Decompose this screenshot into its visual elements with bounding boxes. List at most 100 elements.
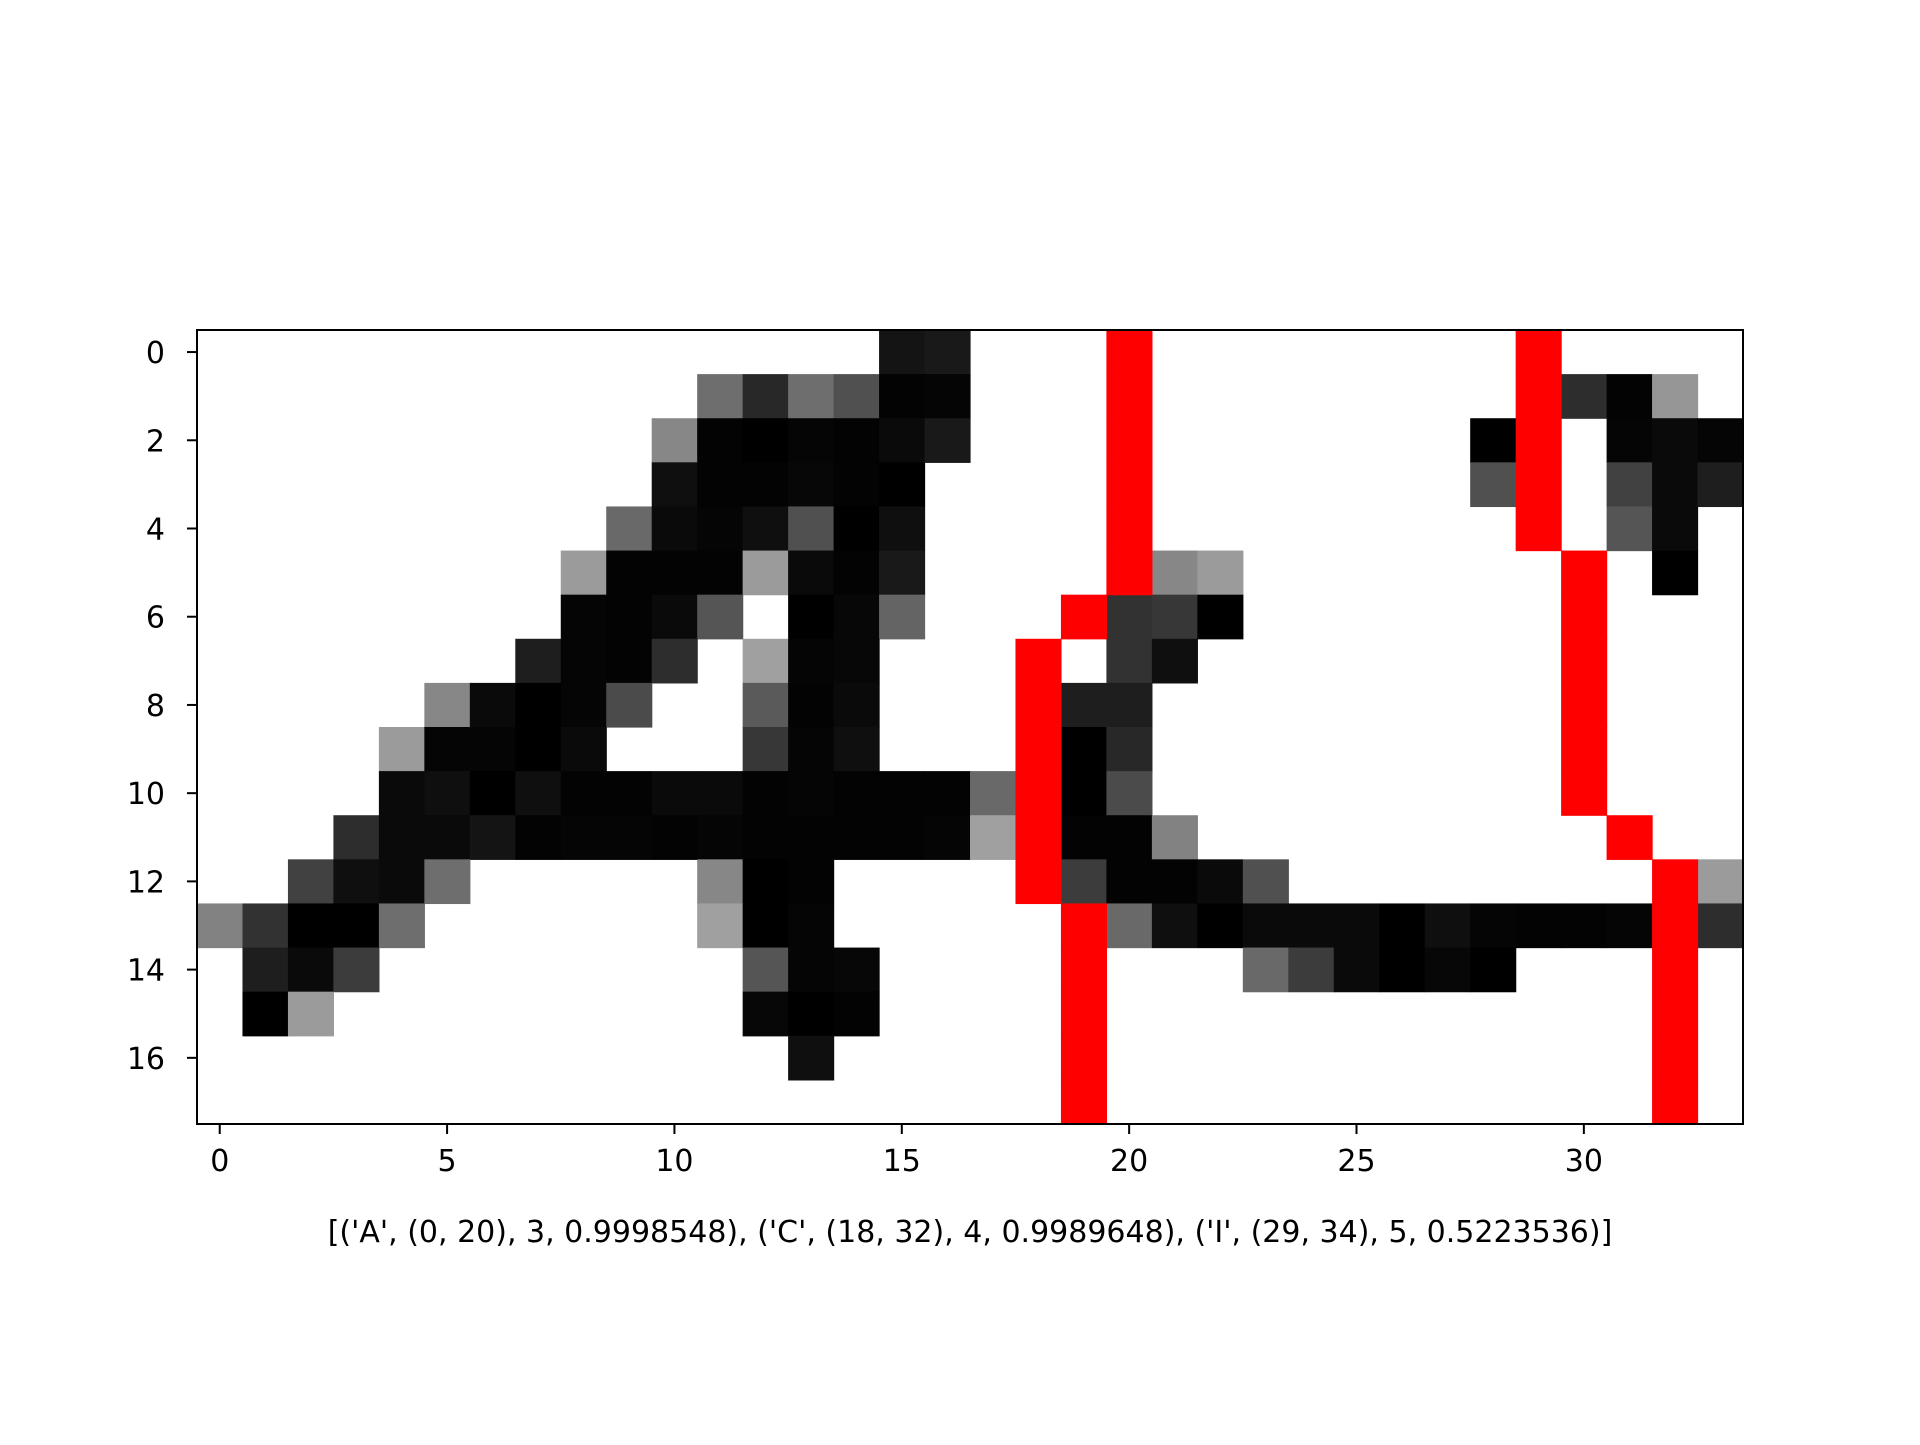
- heatmap-cell: [242, 947, 289, 993]
- heatmap-cell: [424, 727, 471, 772]
- overlay-cell: [1060, 991, 1108, 1037]
- heatmap-cell: [970, 771, 1017, 816]
- heatmap-cell: [1060, 727, 1108, 772]
- heatmap-cell: [924, 418, 971, 463]
- heatmap-cell: [879, 550, 926, 596]
- overlay-cell: [1106, 374, 1153, 419]
- heatmap-cell: [788, 594, 835, 640]
- heatmap-cell: [242, 903, 289, 949]
- heatmap-cell: [651, 638, 698, 684]
- heatmap-cell: [1606, 418, 1653, 463]
- heatmap-cell: [651, 462, 698, 508]
- overlay-cell: [1515, 330, 1562, 375]
- heatmap-cell: [1606, 462, 1653, 508]
- y-tick-label: 12: [127, 865, 165, 900]
- y-tick-label: 4: [146, 513, 165, 548]
- heatmap-cell: [1197, 550, 1244, 596]
- overlay-cell: [1060, 1035, 1108, 1081]
- heatmap-cell: [1060, 771, 1108, 816]
- heatmap-cell: [1106, 771, 1153, 816]
- heatmap-cell: [924, 330, 971, 375]
- heatmap-cell: [1697, 418, 1744, 463]
- overlay-cell: [1060, 903, 1108, 949]
- y-tick-label: 16: [127, 1042, 165, 1077]
- overlay-cell: [1606, 815, 1653, 860]
- heatmap-cell: [833, 594, 880, 640]
- y-axis-ticks: 0 2 4 6 8 10 12 14 16: [127, 336, 197, 1077]
- overlay-cell: [1515, 374, 1562, 419]
- x-tick-label: 25: [1337, 1144, 1375, 1179]
- heatmap-cell: [1606, 506, 1653, 552]
- heatmap-cell: [697, 594, 744, 640]
- x-tick-label: 10: [655, 1144, 693, 1179]
- overlay-cell: [1561, 727, 1608, 772]
- heatmap-cell: [788, 727, 835, 772]
- heatmap-cell: [1379, 947, 1426, 993]
- heatmap-cell: [742, 727, 789, 772]
- heatmap-cell: [1197, 903, 1244, 949]
- heatmap-cell: [378, 727, 425, 772]
- heatmap-cell: [742, 947, 789, 993]
- overlay-cell: [1652, 1035, 1699, 1081]
- heatmap-cell: [697, 418, 744, 463]
- heatmap-cell: [560, 638, 607, 684]
- heatmap-cell: [833, 506, 880, 552]
- heatmap-cell: [1106, 859, 1153, 905]
- x-tick-label: 30: [1565, 1144, 1603, 1179]
- heatmap-cell: [879, 418, 926, 463]
- heatmap-cell: [424, 771, 471, 816]
- heatmap-cell: [287, 991, 335, 1037]
- heatmap-cell: [606, 594, 653, 640]
- x-axis-ticks: 0 5 10 15 20 25 30: [210, 1124, 1603, 1179]
- heatmap-cells: [197, 330, 1744, 1081]
- heatmap-cell: [651, 594, 698, 640]
- heatmap-cell: [1060, 859, 1108, 905]
- heatmap-cell: [1242, 903, 1289, 949]
- heatmap-cell: [606, 550, 653, 596]
- heatmap-cell: [742, 550, 789, 596]
- heatmap-cell: [606, 815, 653, 860]
- y-tick-label: 8: [146, 689, 165, 724]
- heatmap-cell: [788, 1035, 835, 1081]
- heatmap-cell: [1060, 682, 1108, 728]
- heatmap-cell: [697, 506, 744, 552]
- heatmap-cell: [788, 815, 835, 860]
- y-tick-label: 14: [127, 954, 165, 989]
- heatmap-cell: [742, 374, 789, 419]
- heatmap-cell: [833, 727, 880, 772]
- heatmap-cell: [879, 594, 926, 640]
- overlay-cell: [1561, 638, 1608, 684]
- heatmap-cell: [515, 771, 562, 816]
- heatmap-cell: [1424, 947, 1471, 993]
- heatmap-cell: [197, 903, 244, 949]
- overlay-cell: [1106, 330, 1153, 375]
- heatmap-cell: [788, 947, 835, 993]
- heatmap-cell: [424, 859, 471, 905]
- heatmap-cell: [697, 815, 744, 860]
- heatmap-cell: [424, 815, 471, 860]
- heatmap-cell: [1515, 903, 1562, 949]
- heatmap-cell: [606, 771, 653, 816]
- heatmap-cell: [1379, 903, 1426, 949]
- heatmap-cell: [833, 771, 880, 816]
- heatmap-cell: [742, 771, 789, 816]
- overlay-cell: [1652, 991, 1699, 1037]
- heatmap-cell: [1151, 638, 1198, 684]
- heatmap-cell: [1106, 727, 1153, 772]
- heatmap-cell: [742, 462, 789, 508]
- overlay-cell: [1515, 506, 1562, 552]
- heatmap-cell: [924, 374, 971, 419]
- heatmap-cell: [788, 418, 835, 463]
- heatmap-cell: [1106, 903, 1153, 949]
- overlay-cell: [1060, 594, 1108, 640]
- heatmap-cell: [1697, 462, 1744, 508]
- heatmap-cell: [788, 374, 835, 419]
- overlay-cell: [1015, 859, 1062, 905]
- heatmap-cell: [1697, 903, 1744, 949]
- heatmap-cell: [1288, 947, 1335, 993]
- heatmap-cell: [1151, 859, 1198, 905]
- heatmap-cell: [606, 638, 653, 684]
- heatmap-cell: [515, 727, 562, 772]
- overlay-cell: [1015, 727, 1062, 772]
